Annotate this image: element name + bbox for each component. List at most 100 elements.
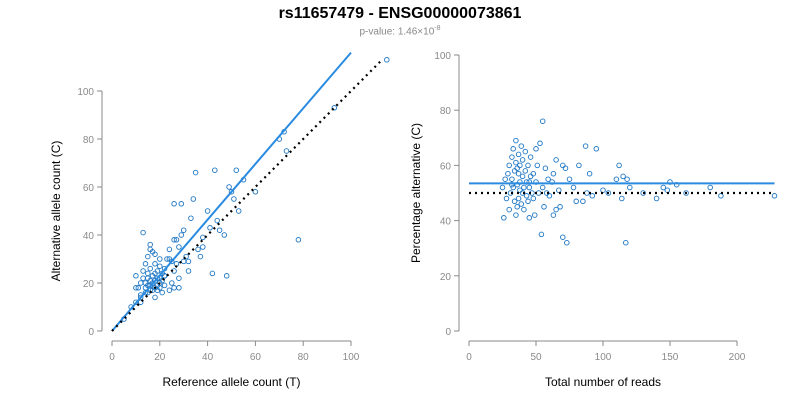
data-point <box>178 232 185 238</box>
left-scatter-plot: 0 20 40 60 80 100 0 20 40 60 80 100 Reference allele… <box>49 51 390 389</box>
data-point <box>159 277 165 284</box>
data-point <box>522 148 529 155</box>
data-point <box>176 244 182 250</box>
data-point <box>517 162 523 169</box>
data-point <box>573 198 579 205</box>
fit-line <box>111 51 352 332</box>
data-point <box>537 140 543 147</box>
data-point <box>519 157 526 163</box>
reference-line <box>111 59 383 332</box>
x-tick-label: 40 <box>202 352 214 363</box>
data-point <box>553 157 559 163</box>
data-point <box>204 208 211 214</box>
data-point <box>506 206 512 213</box>
data-point <box>207 225 213 231</box>
data-point <box>169 280 175 286</box>
data-point <box>166 287 173 293</box>
data-point <box>653 195 660 202</box>
data-point <box>171 285 177 291</box>
data-point <box>166 256 173 262</box>
data-point <box>228 189 235 195</box>
data-point <box>510 184 516 191</box>
data-point <box>384 57 390 63</box>
data-point <box>154 275 161 281</box>
x-axis-title: Reference allele count (T) <box>162 375 300 389</box>
data-point <box>161 282 168 289</box>
data-point <box>513 159 519 166</box>
y-tick-label: 100 <box>77 87 94 98</box>
data-point <box>216 227 223 233</box>
data-point <box>214 217 220 224</box>
data-point <box>212 167 218 173</box>
data-point <box>133 285 139 291</box>
y-tick-label: 80 <box>83 135 95 146</box>
chart-title: rs11657479 - ENSG00000073861 <box>278 5 522 22</box>
data-point <box>527 154 534 160</box>
data-point <box>534 162 541 169</box>
y-tick-label: 20 <box>83 279 95 290</box>
data-point <box>560 162 566 169</box>
data-point <box>660 184 667 191</box>
data-point <box>185 258 192 265</box>
data-point <box>515 195 522 202</box>
data-point <box>233 167 240 173</box>
data-point <box>188 215 194 221</box>
data-point <box>526 184 533 191</box>
data-point <box>157 256 163 262</box>
data-point <box>523 193 530 199</box>
data-point <box>142 289 149 296</box>
data-point <box>145 253 151 260</box>
pvalue-text: p-value: 1.46×10 <box>359 26 435 38</box>
data-point <box>718 193 724 199</box>
data-point <box>231 196 237 202</box>
x-tick-label: 20 <box>154 352 166 363</box>
data-point <box>613 176 620 182</box>
data-point <box>235 208 242 214</box>
data-point <box>527 173 534 180</box>
y-tick-label: 20 <box>440 272 452 283</box>
y-axis-title: Alternative allele count (C) <box>49 141 63 282</box>
y-axis-title: Percentage alternative (C) <box>409 123 423 263</box>
data-point <box>553 206 559 213</box>
data-point <box>576 162 582 169</box>
y-tick-label: 80 <box>440 106 452 117</box>
data-point <box>539 184 546 191</box>
y-tick-label: 40 <box>83 231 95 242</box>
data-point <box>514 204 520 210</box>
data-point <box>511 198 518 205</box>
data-point <box>223 273 230 279</box>
data-point <box>166 246 173 253</box>
y-tick-label: 0 <box>445 327 451 338</box>
data-point <box>515 151 522 158</box>
data-point <box>157 263 163 269</box>
data-point <box>564 239 570 246</box>
data-point <box>539 118 546 124</box>
data-point <box>683 190 689 196</box>
x-tick-label: 150 <box>662 352 679 363</box>
x-tick-label: 100 <box>595 352 612 363</box>
data-point <box>159 289 165 296</box>
data-point <box>531 212 538 218</box>
data-point <box>145 270 151 277</box>
data-point <box>566 176 573 182</box>
data-point <box>582 143 589 149</box>
data-point <box>197 253 204 260</box>
data-point <box>195 246 201 253</box>
data-point <box>190 196 197 202</box>
data-point <box>533 146 539 152</box>
pvalue-exponent: -8 <box>434 25 441 32</box>
data-point <box>331 105 338 111</box>
x-tick-label: 60 <box>250 352 262 363</box>
data-point <box>152 294 158 301</box>
data-point <box>580 198 586 205</box>
data-point <box>707 184 713 191</box>
data-point <box>514 165 520 171</box>
data-point <box>513 137 519 144</box>
data-point <box>521 206 527 213</box>
data-point <box>133 273 139 279</box>
y-tick-label: 40 <box>440 217 452 228</box>
data-point <box>521 184 527 191</box>
data-point <box>180 258 187 265</box>
data-point <box>140 229 146 236</box>
data-point <box>164 256 170 262</box>
